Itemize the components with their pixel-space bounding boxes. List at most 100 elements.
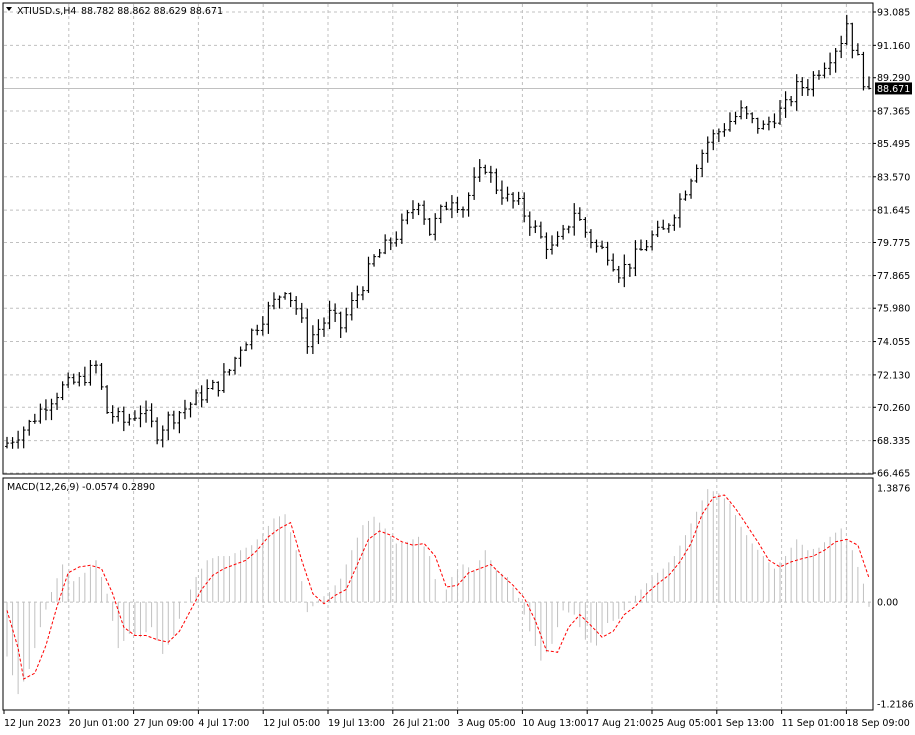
time-tick-label: 12 Jun 2023: [4, 718, 61, 729]
ohlc-bar: [427, 217, 432, 236]
ohlc-bar: [383, 234, 388, 255]
ohlc-bar: [761, 120, 766, 130]
ohlc-bar: [444, 201, 449, 211]
ohlc-bar: [55, 392, 60, 410]
ohlc-bar: [494, 168, 499, 195]
ohlc-bar: [744, 105, 749, 120]
time-tick-label: 27 Jun 09:00: [134, 718, 194, 729]
ohlc-bar: [366, 256, 371, 293]
ohlc-bar: [638, 239, 643, 251]
chart-menu-arrow-icon[interactable]: [6, 7, 12, 11]
time-tick-label: 10 Aug 13:00: [522, 718, 586, 729]
ohlc-bar: [611, 253, 616, 272]
ohlc-bar: [716, 128, 721, 143]
ohlc-bar: [310, 325, 315, 355]
ohlc-bar: [527, 211, 532, 236]
ohlc-bar: [116, 407, 121, 422]
ohlc-bar: [538, 221, 543, 239]
time-tick-label: 1 Sep 13:00: [717, 718, 774, 729]
current-price-tag-text: 88.671: [877, 84, 910, 95]
price-panel: 93.085 91.160 89.290 87.365 85.495 83.570 81.6…: [2, 2, 912, 480]
ohlc-bar: [800, 77, 805, 96]
ohlc-bar: [60, 381, 65, 401]
price-tick-label: 91.160: [877, 41, 910, 52]
ohlc-bar: [255, 324, 260, 336]
ohlc-bar: [149, 403, 154, 428]
macd-tick-label: 0.00: [877, 598, 898, 609]
ohlc-bar: [43, 399, 48, 421]
macd-tick-label: 1.3876: [877, 484, 910, 495]
time-tick-label: 11 Sep 01:00: [782, 718, 845, 729]
ohlc-bar: [677, 193, 682, 228]
macd-plot-frame: [2, 477, 874, 711]
price-tick-label: 79.775: [877, 238, 910, 249]
ohlc-bar: [550, 235, 555, 255]
ohlc-bar: [288, 292, 293, 308]
ohlc-bar: [321, 317, 326, 337]
price-tick-label: 68.335: [877, 436, 910, 447]
ohlc-bar: [822, 62, 827, 79]
ohlc-bar: [327, 300, 332, 330]
ohlc-bar: [644, 240, 649, 252]
ohlc-bar: [466, 192, 471, 217]
price-tick-label: 72.130: [877, 370, 910, 381]
macd-panel: 1.3876 0.00 -1.2186 MACD(12,26,9) -0.0574 …: [2, 477, 914, 711]
time-tick-label: 25 Aug 05:00: [652, 718, 716, 729]
ohlc-bar: [5, 436, 9, 449]
ohlc-bar: [277, 295, 282, 309]
ohlc-bar: [121, 406, 126, 432]
ohlc-bar: [88, 360, 93, 386]
ohlc-bar: [839, 35, 844, 59]
ohlc-bar: [833, 48, 838, 73]
ohlc-bar: [32, 413, 37, 424]
ohlc-bar: [399, 213, 404, 244]
ohlc-bar: [105, 385, 110, 414]
price-tick-label: 75.980: [877, 304, 910, 315]
ohlc-bar: [850, 22, 855, 59]
ohlc-bar: [438, 204, 443, 224]
ohlc-bar: [828, 52, 833, 76]
ohlc-bar: [561, 224, 566, 240]
ohlc-bar: [66, 372, 71, 388]
ohlc-bar: [188, 402, 193, 418]
ohlc-bar: [93, 360, 98, 374]
ohlc-bar: [377, 249, 382, 258]
ohlc-bar: [294, 296, 299, 315]
ohlc-bar: [144, 400, 149, 423]
ohlc-bar: [566, 225, 571, 234]
ohlc-bar: [99, 362, 104, 390]
symbol-label: XTIUSD.s,H4: [17, 6, 76, 17]
ohlc-bar: [166, 411, 171, 441]
price-tick-label: 89.290: [877, 73, 910, 84]
ohlc-bar: [544, 232, 549, 260]
ohlc-bar: [622, 254, 627, 288]
ohlc-bar: [683, 190, 688, 201]
ohlc-bar: [794, 74, 799, 111]
ohlc-bar: [10, 437, 15, 449]
ohlc-bar: [722, 123, 727, 137]
ohlc-bar: [750, 112, 755, 124]
time-tick-label: 18 Sep 09:00: [846, 718, 909, 729]
ohlc-bar: [138, 405, 143, 428]
time-tick-label: 20 Jun 01:00: [69, 718, 129, 729]
ohlc-bar: [316, 319, 321, 345]
ohlc-bar: [132, 410, 137, 422]
price-tick-label: 93.085: [877, 8, 910, 19]
ohlc-bar: [182, 399, 187, 420]
ohlc-bar: [477, 159, 482, 182]
ohlc-bar: [299, 302, 304, 323]
ohlc-bar: [533, 220, 538, 234]
ohlc-bar: [600, 240, 605, 250]
time-tick-label: 4 Jul 17:00: [198, 718, 249, 729]
ohlc-bar: [711, 129, 716, 151]
ohlc-bar: [221, 363, 226, 393]
ohlc-bar: [672, 214, 677, 231]
ohlc-bar: [394, 231, 399, 247]
ohlc-bar: [783, 91, 788, 118]
ohlc-bar: [71, 373, 76, 385]
ohlc-bar: [266, 301, 271, 334]
time-tick-label: 12 Jul 05:00: [263, 718, 320, 729]
ohlc-bar: [655, 220, 660, 238]
ohlc-bar: [661, 219, 666, 230]
